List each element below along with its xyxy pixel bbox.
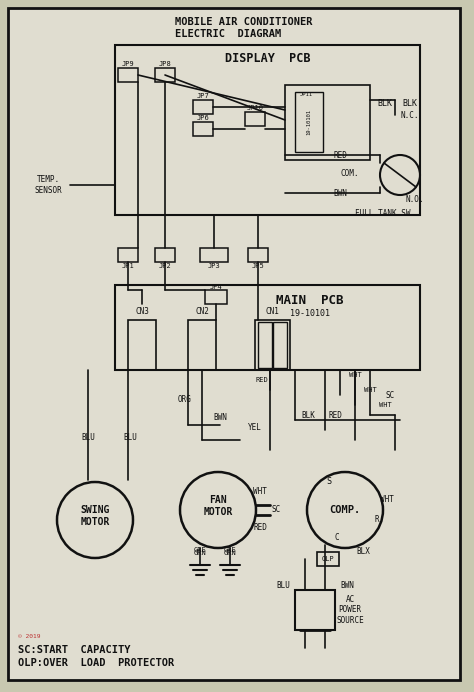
Text: RED: RED <box>333 150 347 159</box>
Bar <box>295 590 335 630</box>
Text: RED: RED <box>255 377 268 383</box>
Text: WHT: WHT <box>380 495 394 504</box>
Text: WHT: WHT <box>348 372 361 378</box>
Text: TEMP.
SENSOR: TEMP. SENSOR <box>34 175 62 194</box>
Text: BLU: BLU <box>123 432 137 441</box>
Bar <box>200 248 228 262</box>
Text: ORG: ORG <box>178 396 192 405</box>
Bar <box>205 290 227 304</box>
Bar <box>317 552 339 566</box>
Text: C: C <box>335 534 339 543</box>
Text: CN2: CN2 <box>195 307 209 316</box>
Bar <box>193 122 213 136</box>
Text: RED: RED <box>253 524 267 533</box>
Text: WHT: WHT <box>253 487 267 496</box>
Text: OLP:OVER  LOAD  PROTECTOR: OLP:OVER LOAD PROTECTOR <box>18 658 174 668</box>
Bar <box>295 92 323 152</box>
Text: DISPLAY  PCB: DISPLAY PCB <box>225 51 310 64</box>
Bar <box>155 248 175 262</box>
Text: SC:START  CAPACITY: SC:START CAPACITY <box>18 645 130 655</box>
Text: WHT: WHT <box>364 387 376 393</box>
Bar <box>128 320 156 370</box>
Text: SWING
MOTOR: SWING MOTOR <box>80 505 109 527</box>
Text: © 2019: © 2019 <box>18 635 40 639</box>
Text: JP10: JP10 <box>246 105 264 111</box>
Text: GRN: GRN <box>193 550 206 556</box>
Bar <box>255 320 290 370</box>
Bar <box>188 320 216 370</box>
Text: ELECTRIC  DIAGRAM: ELECTRIC DIAGRAM <box>175 29 281 39</box>
Text: GRE: GRE <box>193 547 206 553</box>
Text: GRN: GRN <box>224 550 237 556</box>
Bar <box>273 322 287 368</box>
Bar <box>118 248 138 262</box>
Text: BWN: BWN <box>333 188 347 197</box>
Text: R: R <box>374 516 379 525</box>
Text: S: S <box>327 477 331 486</box>
Text: CN1: CN1 <box>265 307 279 316</box>
Text: 19-10101: 19-10101 <box>290 309 330 318</box>
Text: COM.: COM. <box>341 168 359 178</box>
Text: SC: SC <box>385 390 395 399</box>
Text: FULL TANK SW.: FULL TANK SW. <box>355 208 415 217</box>
Text: JP6: JP6 <box>197 115 210 121</box>
Bar <box>115 285 420 370</box>
Text: GRE: GRE <box>224 547 237 553</box>
Text: BWN: BWN <box>340 581 354 590</box>
Text: JP7: JP7 <box>197 93 210 99</box>
Text: BLU: BLU <box>81 432 95 441</box>
Text: 19-10101: 19-10101 <box>307 109 311 135</box>
Text: N.C.: N.C. <box>401 111 419 120</box>
Text: JP11: JP11 <box>300 93 312 98</box>
Text: YEL: YEL <box>248 424 262 432</box>
Bar <box>258 322 272 368</box>
Text: MOBILE AIR CONDITIONER: MOBILE AIR CONDITIONER <box>175 17 312 27</box>
Text: CN3: CN3 <box>135 307 149 316</box>
Bar <box>285 85 370 160</box>
Text: WHT: WHT <box>379 402 392 408</box>
Text: BLK: BLK <box>402 98 418 107</box>
Text: BLU: BLU <box>276 581 290 590</box>
Text: JP9: JP9 <box>122 61 134 67</box>
Text: OLP: OLP <box>322 556 334 562</box>
Text: SC: SC <box>272 505 281 514</box>
Text: BLK: BLK <box>377 98 392 107</box>
Bar <box>155 68 175 82</box>
Bar <box>115 45 420 215</box>
Text: JP2: JP2 <box>159 263 172 269</box>
Text: JP4: JP4 <box>210 284 222 290</box>
Text: JP5: JP5 <box>252 263 264 269</box>
Text: AC
POWER
SOURCE: AC POWER SOURCE <box>336 595 364 625</box>
Text: MAIN  PCB: MAIN PCB <box>276 293 344 307</box>
Bar <box>118 68 138 82</box>
Text: RED: RED <box>328 410 342 419</box>
Text: COMP.: COMP. <box>329 505 361 515</box>
Text: FAN
MOTOR: FAN MOTOR <box>203 495 233 517</box>
Text: BWN: BWN <box>213 414 227 423</box>
Bar <box>248 248 268 262</box>
Text: JP1: JP1 <box>122 263 134 269</box>
Text: N.O.: N.O. <box>406 196 424 205</box>
Text: BLK: BLK <box>301 410 315 419</box>
Bar <box>245 112 265 126</box>
Bar <box>193 100 213 114</box>
Text: BLX: BLX <box>356 547 370 556</box>
Text: JP3: JP3 <box>208 263 220 269</box>
Text: JP8: JP8 <box>159 61 172 67</box>
